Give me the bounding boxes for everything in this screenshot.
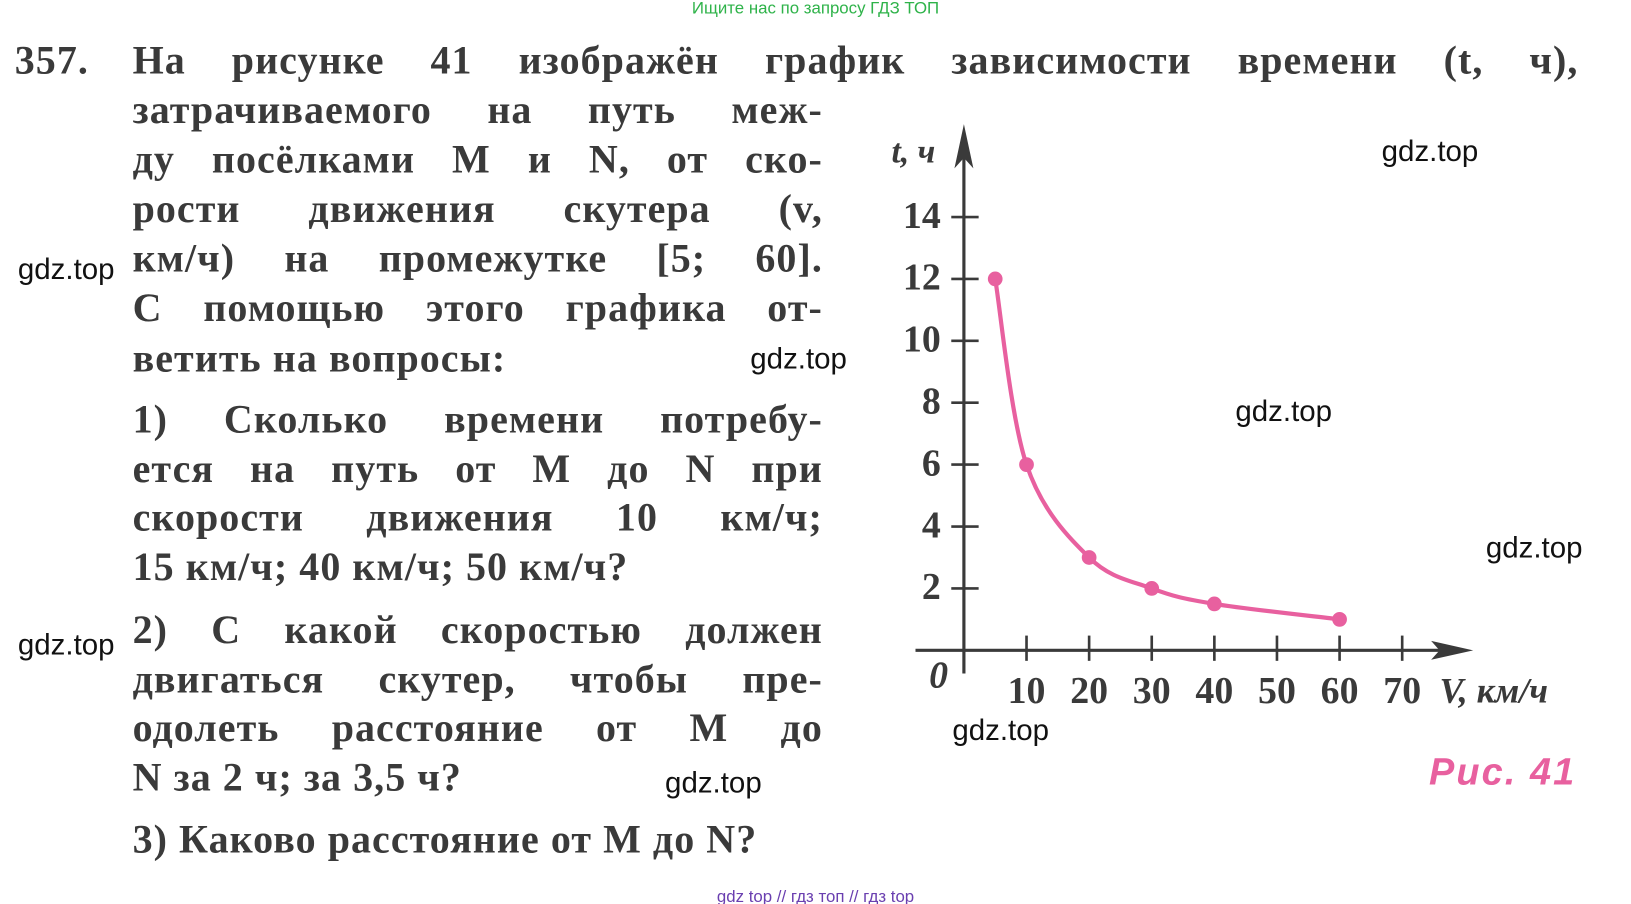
problem-line: одолеть расстояние от M до <box>132 706 823 751</box>
data-point <box>1332 612 1347 627</box>
origin-label: 0 <box>929 654 948 696</box>
problem-line: км/ч) на промежутке [5; 60]. <box>132 236 823 281</box>
problem-line: ду посёлками M и N, от ско- <box>132 137 823 183</box>
x-tick-label: 60 <box>1321 670 1359 712</box>
x-tick-label: 70 <box>1383 670 1421 712</box>
watermark: gdz.top <box>17 628 115 661</box>
problem-line: ветить на вопросы: <box>132 336 507 381</box>
problem-line: рости движения скутера (v, <box>132 187 823 232</box>
y-tick-label: 6 <box>922 442 941 484</box>
x-tick-label: 50 <box>1258 670 1296 712</box>
y-axis-label: t, ч <box>891 133 935 170</box>
caption: Рис. 41 <box>1429 751 1576 793</box>
problem-line: скорости движения 10 км/ч; <box>132 495 823 540</box>
x-tick-label: 10 <box>1008 670 1046 712</box>
data-point <box>1019 457 1034 472</box>
y-tick-label: 10 <box>903 319 941 361</box>
data-point <box>1081 550 1097 565</box>
watermark: gdz.top <box>750 341 847 375</box>
y-tick-label: 12 <box>903 257 941 299</box>
y-tick-label: 8 <box>922 381 941 423</box>
watermark: gdz.top <box>1381 134 1479 168</box>
problem-line: двигаться скутер, чтобы пре- <box>132 657 823 702</box>
y-tick-label: 2 <box>922 566 941 608</box>
data-point <box>1206 596 1222 612</box>
problem-number: 357. <box>14 38 89 84</box>
watermark: gdz.top <box>1235 394 1333 428</box>
watermark: gdz.top <box>665 766 762 799</box>
data-point <box>987 271 1003 287</box>
watermark: gdz.top <box>952 713 1049 747</box>
x-axis-label: V, км/ч <box>1440 671 1548 711</box>
y-tick-label: 14 <box>903 195 941 237</box>
data-point <box>1144 581 1160 596</box>
watermark: gdz.top <box>17 252 115 286</box>
footer: gdz top // гдз топ // гдз top <box>716 888 915 904</box>
problem-line: 1) Сколько времени потребу- <box>132 397 823 442</box>
problem-line: затрачиваемого на путь меж- <box>132 88 823 133</box>
y-tick-label: 4 <box>922 504 941 546</box>
problem-line: ется на путь от M до N при <box>132 447 823 492</box>
problem-line: N за 2 ч; за 3,5 ч? <box>132 755 462 800</box>
curve <box>993 278 1340 622</box>
watermark: gdz.top <box>1485 531 1583 565</box>
problem-line: 15 км/ч; 40 км/ч; 50 км/ч? <box>132 545 629 590</box>
x-axis-arrow <box>1431 640 1474 660</box>
problem-line: 2) С какой скоростью должен <box>132 608 823 653</box>
x-tick-label: 30 <box>1133 670 1171 712</box>
problem-line: На рисунке 41 изображён график зависимос… <box>132 38 1579 84</box>
y-axis-arrow <box>954 124 974 169</box>
problem-line: 3) Каково расстояние от M до N? <box>132 817 758 862</box>
x-tick-label: 20 <box>1070 670 1108 712</box>
x-tick-label: 40 <box>1195 670 1233 712</box>
header-note: Ищите нас по запросу ГДЗ ТОП <box>691 0 940 18</box>
problem-line: С помощью этого графика от- <box>132 286 823 331</box>
